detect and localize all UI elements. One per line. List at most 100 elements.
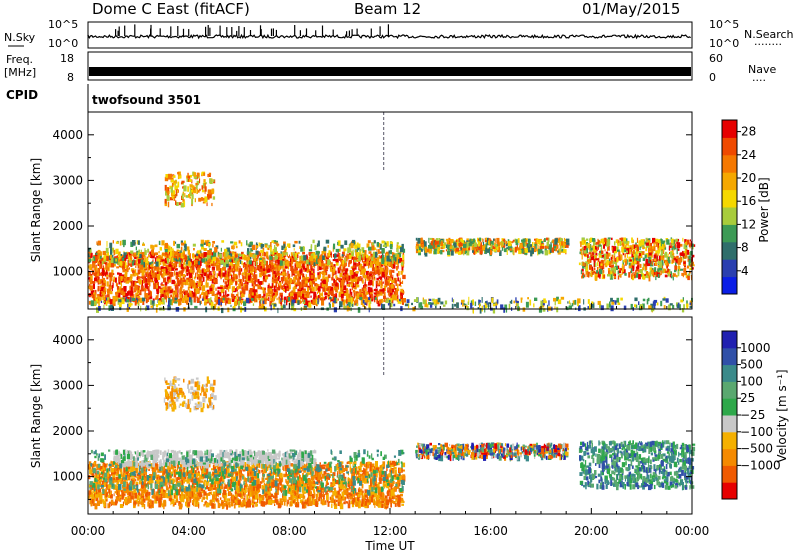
echo-cell bbox=[234, 254, 238, 258]
echo-cell bbox=[354, 287, 357, 290]
echo-cell bbox=[654, 262, 658, 266]
echo-cell bbox=[605, 262, 608, 268]
echo-cell bbox=[157, 282, 159, 286]
echo-cell bbox=[483, 242, 485, 246]
echo-cell bbox=[386, 258, 389, 265]
echo-cell bbox=[636, 268, 639, 272]
echo-cell bbox=[110, 285, 113, 290]
echo-cell bbox=[437, 297, 441, 303]
echo-cell bbox=[138, 298, 140, 302]
echo-cell bbox=[292, 289, 295, 296]
echo-cell bbox=[143, 287, 147, 292]
echo-cell bbox=[195, 262, 198, 268]
echo-cell bbox=[185, 244, 187, 250]
echo-cell bbox=[391, 270, 394, 273]
echo-cell bbox=[146, 271, 148, 278]
echo-cell bbox=[686, 249, 690, 255]
echo-cell bbox=[651, 270, 654, 275]
echo-cell bbox=[598, 254, 602, 258]
echo-cell bbox=[607, 237, 611, 240]
echo-cell bbox=[264, 244, 268, 248]
echo-cell bbox=[374, 258, 376, 264]
echo-cell bbox=[219, 271, 221, 278]
echo-cell bbox=[246, 257, 249, 264]
echo-cell bbox=[546, 242, 550, 247]
echo-cell bbox=[389, 277, 392, 282]
echo-cell bbox=[179, 249, 181, 252]
echo-cell bbox=[672, 274, 674, 281]
echo-cell bbox=[617, 242, 620, 246]
echo-cell bbox=[189, 279, 194, 286]
echo-cell bbox=[663, 242, 665, 246]
echo-cell bbox=[203, 179, 206, 185]
echo-cell bbox=[218, 262, 221, 267]
echo-cell bbox=[369, 271, 373, 274]
echo-cell bbox=[223, 251, 227, 258]
echo-cell bbox=[119, 261, 123, 266]
echo-cell bbox=[94, 268, 98, 274]
echo-cell bbox=[670, 251, 673, 257]
echo-cell bbox=[139, 268, 143, 273]
echo-cell bbox=[432, 298, 435, 302]
echo-cell bbox=[535, 238, 537, 244]
echo-cell bbox=[357, 243, 361, 248]
echo-cell bbox=[372, 251, 377, 258]
echo-cell bbox=[327, 259, 331, 265]
echo-cell bbox=[322, 287, 326, 292]
echo-cell bbox=[324, 292, 328, 296]
echo-cell bbox=[264, 279, 267, 283]
echo-cell bbox=[457, 242, 459, 246]
echo-cell bbox=[353, 257, 355, 263]
echo-cell bbox=[679, 268, 681, 271]
echo-cell bbox=[182, 256, 184, 259]
echo-cell bbox=[191, 282, 195, 287]
nsearch-label: N.Search bbox=[744, 28, 794, 41]
echo-cell bbox=[232, 264, 236, 270]
echo-cell bbox=[127, 261, 129, 267]
echo-cell bbox=[328, 296, 331, 299]
echo-cell bbox=[480, 242, 482, 249]
echo-cell bbox=[289, 256, 292, 261]
echo-cell bbox=[515, 300, 518, 307]
echo-cell bbox=[163, 268, 167, 271]
echo-cell bbox=[662, 268, 664, 274]
echo-cell bbox=[657, 258, 662, 264]
echo-cell bbox=[557, 299, 562, 305]
echo-cell bbox=[287, 270, 289, 277]
echo-cell bbox=[335, 262, 339, 266]
echo-cell bbox=[635, 244, 639, 248]
echo-cell bbox=[162, 286, 166, 291]
echo-cell bbox=[134, 257, 137, 260]
echo-cell bbox=[492, 303, 496, 307]
echo-cell bbox=[135, 246, 137, 251]
echo-cell bbox=[157, 274, 161, 280]
echo-cell bbox=[612, 261, 617, 264]
echo-cell bbox=[203, 184, 205, 187]
echo-cell bbox=[671, 246, 674, 250]
echo-cell bbox=[607, 261, 611, 266]
colorbar-segment bbox=[722, 241, 737, 260]
echo-cell bbox=[90, 300, 95, 307]
echo-cell bbox=[285, 289, 287, 293]
echo-cell bbox=[368, 255, 371, 261]
echo-cell bbox=[501, 238, 504, 244]
echo-cell bbox=[620, 237, 624, 242]
echo-cell bbox=[638, 274, 641, 280]
echo-cell bbox=[516, 244, 518, 249]
echo-cell bbox=[247, 248, 250, 253]
echo-cell bbox=[620, 254, 623, 260]
echo-cell bbox=[182, 250, 185, 255]
echo-cell bbox=[159, 256, 162, 262]
echo-cell bbox=[189, 192, 192, 197]
echo-cell bbox=[210, 301, 214, 307]
echo-cell bbox=[352, 285, 356, 288]
echo-cell bbox=[275, 281, 278, 288]
echo-cell bbox=[157, 261, 160, 267]
echo-cell bbox=[227, 293, 230, 297]
echo-cell bbox=[170, 289, 173, 294]
echo-cell bbox=[208, 270, 210, 276]
echo-cell bbox=[438, 238, 441, 242]
echo-cell bbox=[242, 287, 245, 293]
echo-cell bbox=[506, 247, 508, 250]
echo-cell bbox=[514, 246, 517, 253]
